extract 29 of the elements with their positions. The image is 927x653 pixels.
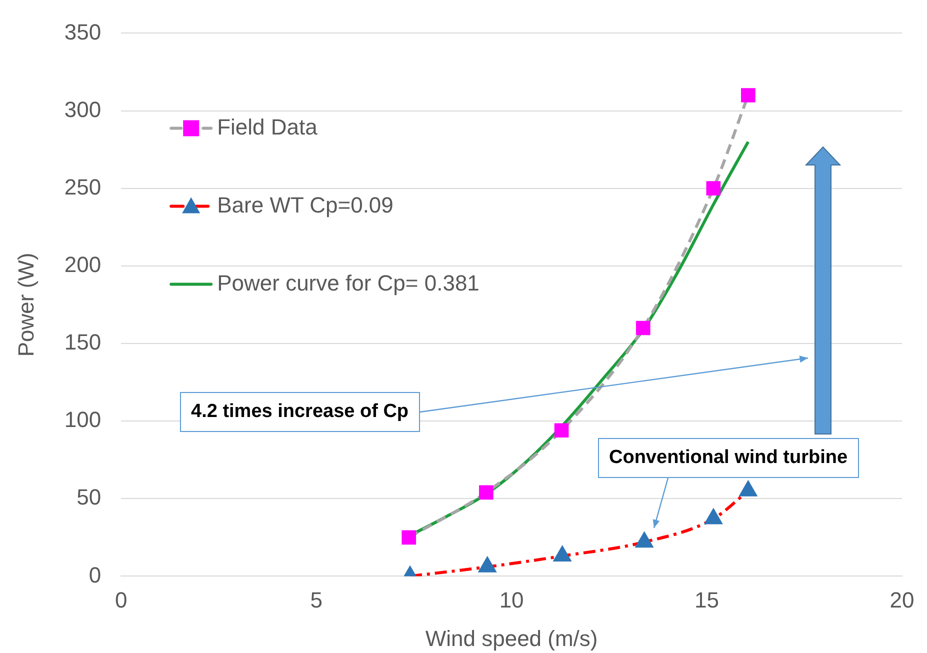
annotation: 4.2 times increase of Cp xyxy=(180,392,420,432)
legend-label: Power curve for Cp= 0.381 xyxy=(217,270,480,296)
point xyxy=(706,181,721,196)
y-tick-label: 300 xyxy=(64,96,102,122)
annotation: Conventional wind turbine xyxy=(598,438,859,478)
x-axis-title: Wind speed (m/s) xyxy=(425,626,598,651)
y-tick-label: 200 xyxy=(64,252,102,277)
x-tick-label: 0 xyxy=(114,587,128,612)
legend-label: Field Data xyxy=(217,114,318,140)
point xyxy=(740,481,757,496)
y-tick-label: 350 xyxy=(64,19,102,44)
y-tick-label: 150 xyxy=(64,330,102,355)
point xyxy=(636,532,653,548)
x-tick-label: 5 xyxy=(310,587,322,612)
legend-label: Bare WT Cp=0.09 xyxy=(217,192,394,218)
point xyxy=(741,88,756,102)
point xyxy=(636,320,650,336)
y-tick-label: 50 xyxy=(76,484,102,510)
point xyxy=(554,423,569,438)
y-axis-title: Power (W) xyxy=(13,252,38,357)
point xyxy=(554,546,571,562)
y-tick-label: 100 xyxy=(64,407,102,432)
y-tick-label: 250 xyxy=(64,174,102,200)
point xyxy=(478,557,496,572)
x-tick-label: 10 xyxy=(499,587,524,612)
x-tick-label: 15 xyxy=(694,587,720,612)
y-tick-label: 0 xyxy=(88,562,102,588)
x-tick-label: 20 xyxy=(890,587,914,612)
point xyxy=(704,509,722,524)
